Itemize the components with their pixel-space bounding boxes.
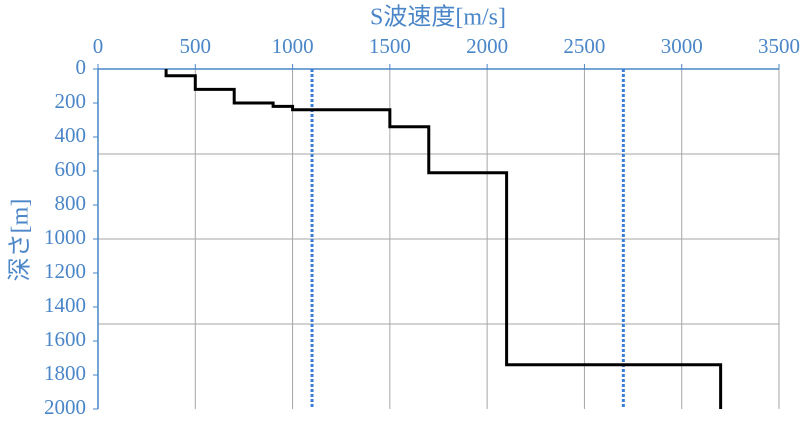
x-tick-label: 2000 bbox=[466, 34, 508, 58]
y-tick-label: 2000 bbox=[44, 395, 86, 419]
y-tick-label: 1000 bbox=[44, 225, 86, 249]
y-tick-label: 1400 bbox=[44, 293, 86, 317]
x-tick-label: 1500 bbox=[369, 34, 411, 58]
chart-title: S波速度[m/s] bbox=[370, 4, 506, 31]
y-axis-label: 深さ[m] bbox=[7, 199, 34, 282]
profile-line bbox=[164, 69, 723, 409]
y-tick-label: 1800 bbox=[44, 361, 86, 385]
y-tick-label: 1200 bbox=[44, 259, 86, 283]
x-tick-label: 1000 bbox=[272, 34, 314, 58]
x-tick-label: 500 bbox=[180, 34, 212, 58]
x-tick-label: 3500 bbox=[758, 34, 800, 58]
y-tick-label: 200 bbox=[55, 89, 87, 113]
x-tick-label: 0 bbox=[93, 34, 104, 58]
y-tick-label: 0 bbox=[76, 55, 87, 79]
y-tick-label: 1600 bbox=[44, 327, 86, 351]
x-tick-label: 3000 bbox=[661, 34, 703, 58]
x-tick-label: 2500 bbox=[563, 34, 605, 58]
y-tick-label: 800 bbox=[55, 191, 87, 215]
y-tick-label: 600 bbox=[55, 157, 87, 181]
y-tick-label: 400 bbox=[55, 123, 87, 147]
